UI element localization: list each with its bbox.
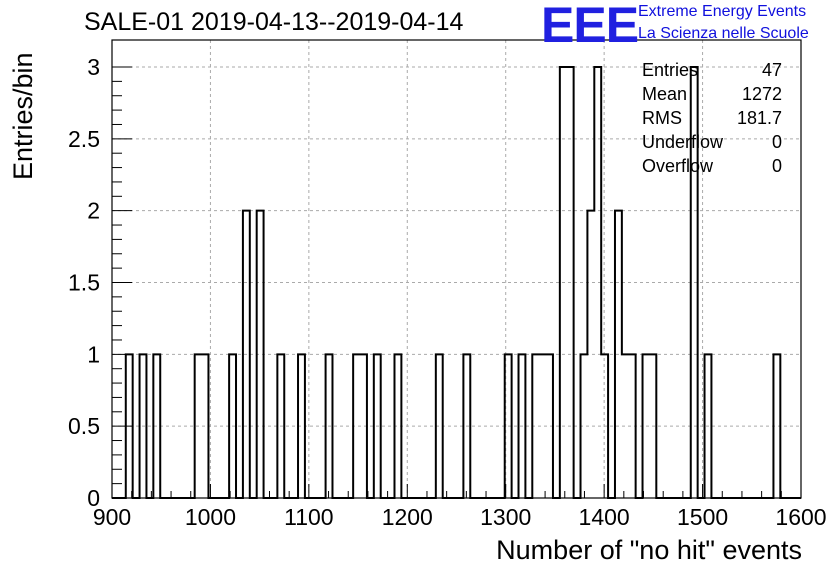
- y-axis-label: Entries/bin: [8, 52, 38, 180]
- y-tick-label: 2: [87, 198, 100, 224]
- histogram-bin: [326, 354, 333, 498]
- histogram-bin: [519, 354, 526, 498]
- stat-rms: RMS 181.7: [642, 106, 782, 130]
- y-tick-label: 0: [87, 485, 100, 511]
- histogram-bin: [601, 354, 608, 498]
- histogram-bin: [615, 211, 622, 498]
- histogram-bin: [581, 354, 588, 498]
- y-tick-label: 1.5: [68, 270, 100, 296]
- axis-ticks: [111, 66, 802, 499]
- histogram-bin: [532, 354, 539, 498]
- histogram-bin: [629, 354, 636, 498]
- histogram-bin: [539, 354, 546, 498]
- histogram-bin: [353, 354, 360, 498]
- stat-mean: Mean 1272: [642, 82, 782, 106]
- x-tick-label: 900: [93, 504, 131, 530]
- stat-label: RMS: [642, 108, 682, 128]
- stat-label: Entries: [642, 60, 699, 80]
- histogram-bin: [773, 354, 780, 498]
- histogram-bin: [229, 354, 236, 498]
- histogram-bin: [587, 211, 594, 498]
- histogram-bin: [567, 67, 574, 498]
- tick-labels: 900 1000 1100 1200 1300 1400 1500 1600 0 0.5 1 1.5 2…: [68, 54, 827, 530]
- histogram-bin: [243, 211, 250, 498]
- y-tick-label: 0.5: [68, 413, 100, 439]
- stat-overflow: Overflow 0: [642, 154, 782, 178]
- stat-underflow: Underflow 0: [642, 130, 782, 154]
- y-tick-label: 1: [87, 341, 100, 367]
- stat-value: 181.7: [736, 108, 782, 128]
- histogram-bin: [195, 354, 202, 498]
- x-tick-label: 1100: [284, 504, 333, 530]
- stat-label: Overflow: [642, 156, 714, 176]
- x-axis-label: Number of "no hit" events: [496, 535, 802, 565]
- stat-label: Underflow: [642, 132, 724, 152]
- histogram-bin: [360, 354, 367, 498]
- chart-title: SALE-01 2019-04-13--2019-04-14: [84, 8, 464, 36]
- stat-label: Mean: [642, 84, 688, 104]
- y-tick-label: 2.5: [68, 126, 100, 152]
- x-tick-label: 1300: [480, 504, 531, 530]
- x-tick-label: 1500: [677, 504, 728, 530]
- histogram-bin: [153, 354, 160, 498]
- logo-line-1: Extreme Energy Events: [638, 3, 807, 20]
- histogram-bin: [649, 354, 656, 498]
- stat-value: 47: [761, 60, 782, 80]
- x-tick-label: 1400: [579, 504, 630, 530]
- histogram-bin: [705, 354, 712, 498]
- histogram-bin: [643, 354, 650, 498]
- histogram-bin: [594, 67, 601, 498]
- histogram-bin: [257, 211, 264, 498]
- y-tick-label: 3: [87, 54, 100, 80]
- histogram-bin: [202, 354, 209, 498]
- histogram-bin: [505, 354, 512, 498]
- stat-value: 0: [771, 156, 782, 176]
- plot-frame: [111, 39, 802, 499]
- stat-entries: Entries 47: [642, 58, 782, 82]
- histogram-bin: [546, 354, 553, 498]
- stat-value: 0: [771, 132, 782, 152]
- eee-logo-icon: EEE: [541, 0, 639, 53]
- logo-line-2: La Scienza nelle Scuole: [638, 25, 809, 42]
- histogram-bin: [463, 354, 470, 498]
- x-tick-label: 1600: [775, 504, 826, 530]
- histogram-bin: [394, 354, 401, 498]
- x-tick-label: 1000: [185, 504, 236, 530]
- histogram-bin: [140, 354, 147, 498]
- x-tick-label: 1200: [382, 504, 433, 530]
- stat-value: 1272: [741, 84, 782, 104]
- histogram-bin: [298, 354, 305, 498]
- histogram-bin: [436, 354, 443, 498]
- histogram-bin: [277, 354, 284, 498]
- histogram-bin: [374, 354, 381, 498]
- stats-box: Entries 47 Mean 1272 RMS 181.7 Underflow 0 O…: [642, 58, 782, 178]
- histogram-bin: [622, 354, 629, 498]
- histogram-bin: [560, 67, 567, 498]
